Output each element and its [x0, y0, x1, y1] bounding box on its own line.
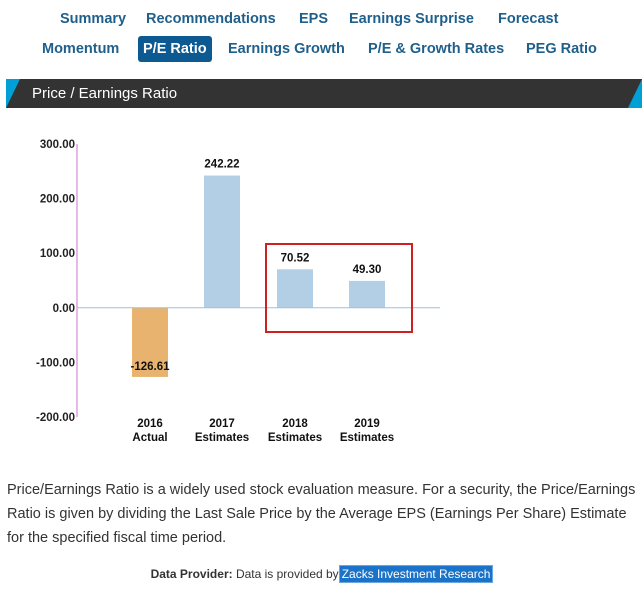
section-title: Price / Earnings Ratio — [32, 85, 178, 102]
tab-pe-growth-rates[interactable]: P/E & Growth Rates — [368, 41, 505, 57]
x-tick-label: Estimates — [195, 432, 249, 444]
tab-momentum[interactable]: Momentum — [42, 41, 120, 57]
tab-peg-ratio[interactable]: PEG Ratio — [526, 41, 597, 57]
y-tick-label: 100.00 — [40, 248, 75, 260]
x-tick-label: 2016 — [137, 418, 163, 430]
data-label: 70.52 — [281, 252, 310, 264]
bar — [204, 175, 240, 308]
pe-ratio-chart: 300.00 200.00 100.00 0.00 -100.00 -200.00 -126… — [36, 139, 440, 444]
tab-eps[interactable]: EPS — [299, 11, 329, 27]
tab-earnings-surprise[interactable]: Earnings Surprise — [349, 11, 474, 27]
bar — [349, 280, 385, 308]
x-tick-label: 2019 — [354, 418, 380, 430]
bar — [277, 269, 313, 308]
x-tick-label: Estimates — [268, 432, 322, 444]
data-provider: Data Provider: Data is provided by Zacks … — [0, 565, 644, 583]
data-label: 242.22 — [204, 159, 239, 171]
y-tick-label: -200.00 — [36, 412, 75, 424]
tab-row-1: Summary Recommendations EPS Earnings Sur… — [0, 6, 644, 36]
data-label: 49.30 — [353, 264, 382, 276]
x-tick-label: Actual — [132, 432, 167, 444]
tab-pe-ratio[interactable]: P/E Ratio — [138, 36, 212, 62]
y-tick-label: 300.00 — [40, 139, 75, 151]
provider-link[interactable]: Zacks Investment Research — [338, 565, 494, 583]
bar — [132, 307, 168, 377]
provider-label: Data Provider: — [150, 567, 233, 581]
tab-summary[interactable]: Summary — [60, 11, 127, 27]
section-header-accent-left — [6, 79, 20, 108]
description-text: Price/Earnings Ratio is a widely used st… — [7, 482, 636, 546]
tab-recommendations[interactable]: Recommendations — [146, 11, 276, 27]
y-tick-label: 200.00 — [40, 194, 75, 206]
x-tick-label: 2017 — [209, 418, 235, 430]
data-label: -126.61 — [130, 361, 170, 373]
x-tick-label: Estimates — [340, 432, 394, 444]
y-tick-label: 0.00 — [53, 303, 75, 315]
tab-earnings-growth[interactable]: Earnings Growth — [228, 41, 345, 57]
tab-row-2: Momentum P/E Ratio Earnings Growth P/E &… — [0, 36, 644, 66]
x-tick-label: 2018 — [282, 418, 308, 430]
highlight-box — [265, 243, 413, 333]
tab-forecast[interactable]: Forecast — [498, 11, 559, 27]
section-header-accent-right — [628, 79, 642, 108]
provider-text: Data is provided by — [235, 567, 339, 581]
section-header: Price / Earnings Ratio — [6, 79, 642, 108]
y-tick-label: -100.00 — [36, 357, 75, 369]
